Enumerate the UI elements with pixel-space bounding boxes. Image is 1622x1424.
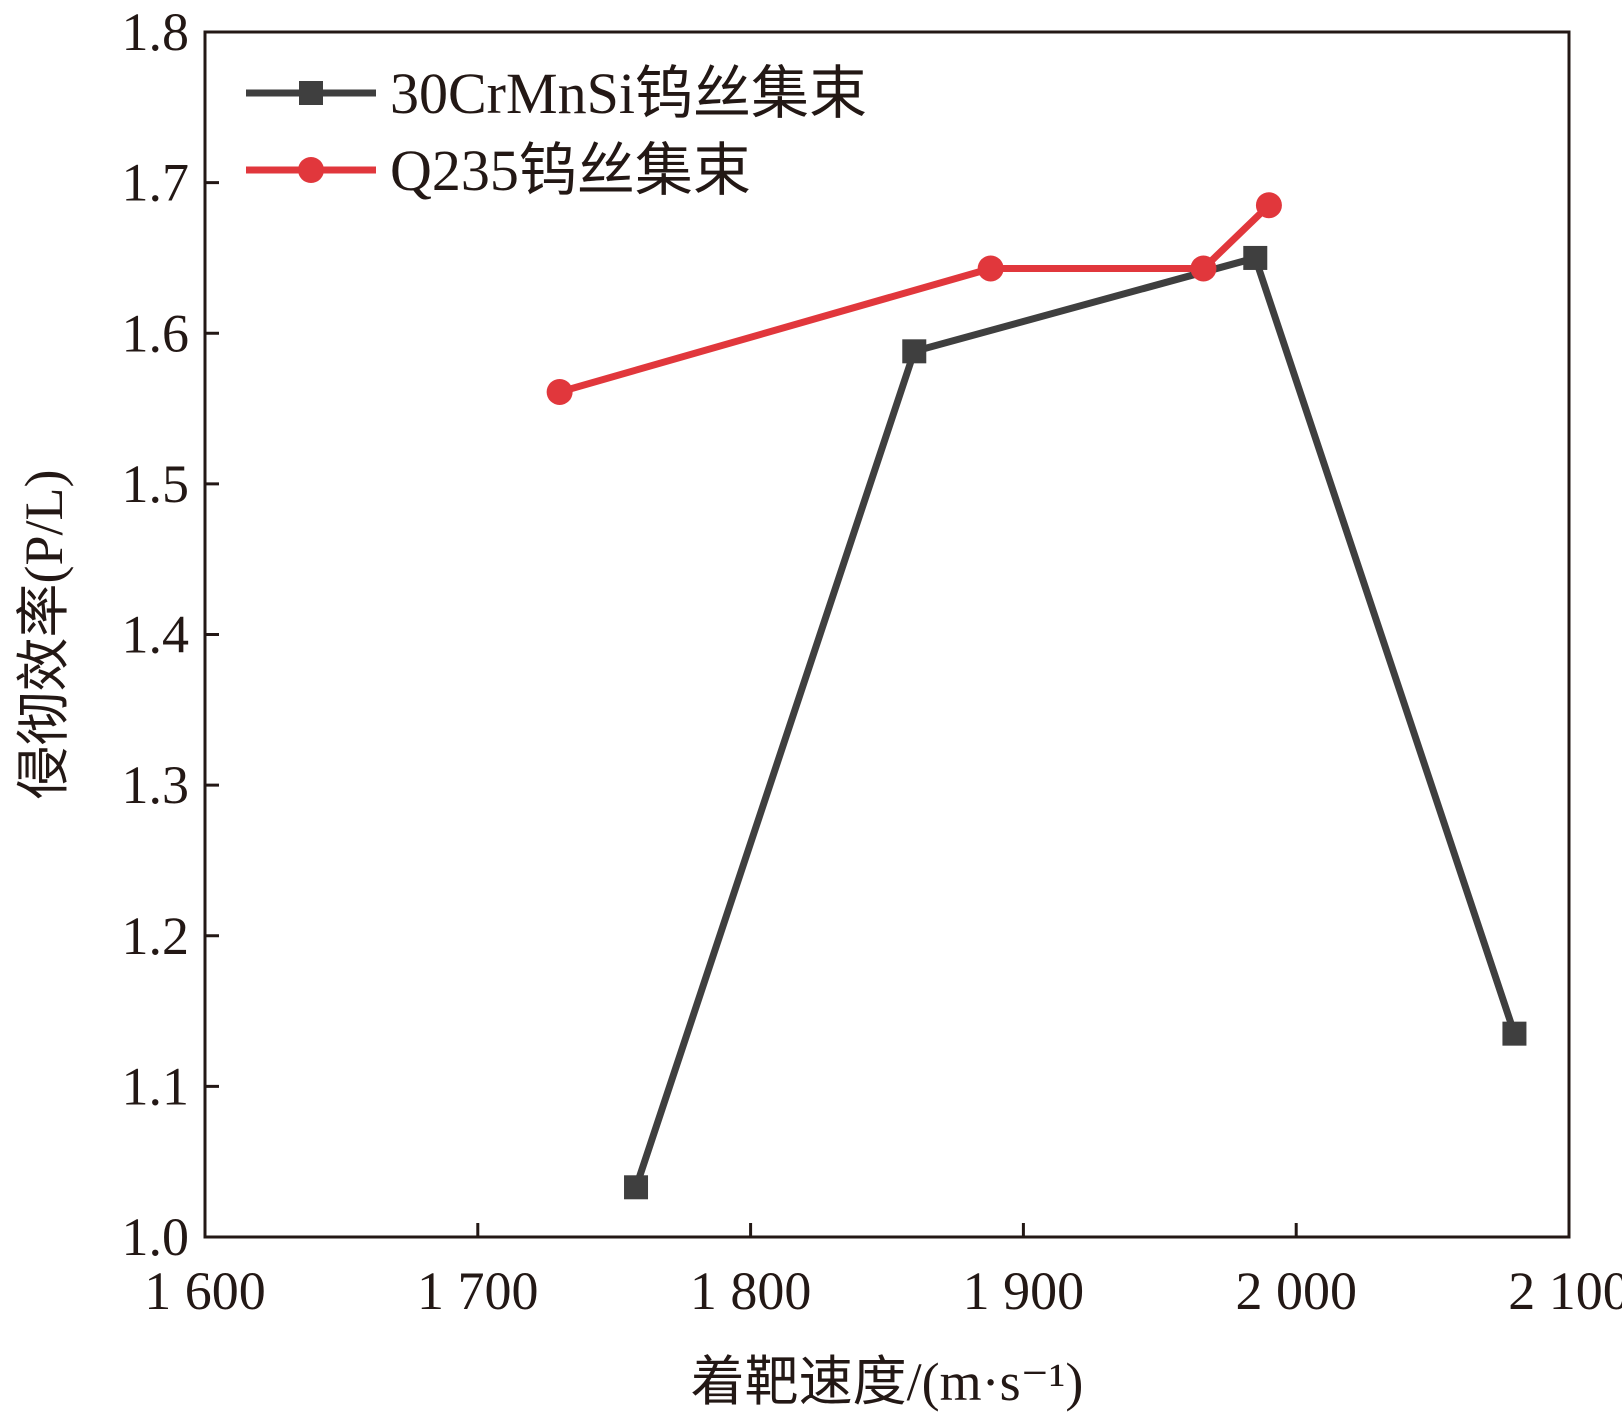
legend: 30CrMnSi钨丝集束 Q235钨丝集束 xyxy=(246,61,867,203)
x-tick-label: 2 100 xyxy=(1508,1261,1622,1321)
y-tick-label: 1.2 xyxy=(122,906,190,966)
y-tick-label: 1.3 xyxy=(122,755,190,815)
series-line xyxy=(632,254,1518,1189)
series-line xyxy=(558,202,1272,396)
y-tick-label: 1.6 xyxy=(122,303,190,363)
x-axis-label: 着靶速度/(m·s⁻¹) xyxy=(691,1352,1084,1412)
data-point xyxy=(1243,245,1268,270)
data-point xyxy=(902,339,927,364)
legend-entry: 30CrMnSi钨丝集束 xyxy=(246,61,867,126)
y-tick-label: 1.5 xyxy=(122,454,190,514)
series-layer xyxy=(546,192,1527,1200)
legend-entry: Q235钨丝集束 xyxy=(246,138,751,203)
series-2 xyxy=(546,192,1282,405)
data-point xyxy=(1255,192,1282,219)
data-point xyxy=(546,378,573,405)
x-tick-label: 1 800 xyxy=(690,1261,812,1321)
y-tick-label: 1.8 xyxy=(122,2,190,62)
x-tick-label: 1 700 xyxy=(417,1261,539,1321)
data-point xyxy=(1190,255,1217,282)
x-tick-label: 1 900 xyxy=(963,1261,1085,1321)
data-point xyxy=(977,255,1004,282)
legend-label: Q235钨丝集束 xyxy=(390,138,751,203)
series-1 xyxy=(624,245,1527,1200)
data-point xyxy=(1502,1021,1527,1046)
x-tick-label: 2 000 xyxy=(1235,1261,1357,1321)
data-point xyxy=(624,1175,649,1200)
legend-label: 30CrMnSi钨丝集束 xyxy=(390,61,867,126)
y-tick-label: 1.0 xyxy=(122,1207,190,1267)
y-tick-label: 1.4 xyxy=(122,605,190,665)
legend-swatch-marker xyxy=(298,157,324,183)
ticks-layer: 1 600 1 700 1 800 1 900 2 000 2 100 1.0 1.1 1.2 1… xyxy=(122,2,1622,1321)
y-tick-label: 1.7 xyxy=(122,153,190,213)
x-tick-label: 1 600 xyxy=(144,1261,266,1321)
y-tick-label: 1.1 xyxy=(122,1056,190,1116)
y-axis-label: 侵彻效率(P/L) xyxy=(14,470,74,800)
legend-swatch-marker xyxy=(299,81,323,105)
